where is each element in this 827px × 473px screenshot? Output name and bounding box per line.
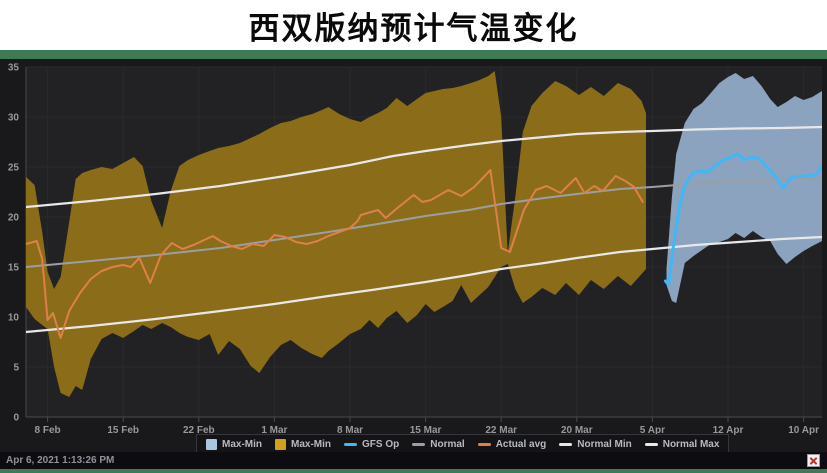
- x-tick-label: 22 Feb: [183, 425, 215, 436]
- legend-swatch-icon: [412, 442, 426, 446]
- timestamp: Apr 6, 2021 1:13:26 PM: [6, 455, 115, 466]
- y-tick-label: 15: [8, 263, 20, 274]
- y-tick-label: 0: [13, 413, 19, 424]
- chart-area: 0 5 10 15 20 25 30 35 8 Feb 15 Feb 22 Feb 1 Mar 8 Ma…: [0, 59, 827, 473]
- legend-swatch-icon: [206, 438, 217, 450]
- legend-item-max-min[interactable]: Max-Min: [206, 438, 262, 450]
- legend-swatch-icon: [644, 442, 658, 446]
- x-tick-label: 8 Mar: [337, 425, 363, 436]
- title-bar: 西双版纳预计气温变化: [0, 0, 827, 50]
- x-tick-label: 10 Apr: [788, 425, 819, 436]
- legend-label: Normal: [430, 438, 465, 450]
- page-title: 西双版纳预计气温变化: [248, 10, 579, 46]
- y-tick-label: 20: [8, 213, 20, 224]
- legend-label: GFS Op: [362, 438, 400, 450]
- legend-label: Normal Max: [662, 438, 720, 450]
- x-tick-label: 15 Feb: [107, 425, 139, 436]
- legend-item-max-min[interactable]: Max-Min: [275, 438, 331, 450]
- y-tick-label: 30: [8, 113, 20, 124]
- x-tick-label: 1 Mar: [261, 425, 287, 436]
- legend-swatch-icon: [477, 442, 491, 446]
- legend-item-actual-avg[interactable]: Actual avg: [477, 438, 547, 450]
- legend-label: Normal Min: [577, 438, 632, 450]
- x-tick-label: 12 Apr: [713, 425, 744, 436]
- line-actual-avg: [26, 169, 644, 339]
- y-tick-label: 5: [13, 363, 19, 374]
- legend-swatch-icon: [275, 438, 286, 450]
- line-gfs-op: [663, 152, 822, 287]
- x-tick-label: 5 Apr: [640, 425, 665, 436]
- x-tick-label: 15 Mar: [410, 425, 442, 436]
- line-normal-max: [26, 125, 822, 209]
- legend-swatch-icon: [559, 442, 573, 446]
- legend-item-normal-max[interactable]: Normal Max: [644, 438, 720, 450]
- x-tick-label: 20 Mar: [561, 425, 593, 436]
- broken-image-icon: [807, 454, 820, 467]
- legend-label: Max-Min: [291, 438, 331, 450]
- band-max-min-forecast-: [666, 73, 822, 303]
- line-normal-min: [26, 235, 822, 334]
- x-tick-label: 22 Mar: [485, 425, 517, 436]
- legend-item-gfs-op[interactable]: GFS Op: [344, 439, 399, 450]
- chart-legend: Max-Min Max-Min GFS Op Normal Actual avg Norm…: [196, 434, 730, 454]
- legend-item-normal[interactable]: Normal: [412, 438, 465, 450]
- y-tick-label: 25: [8, 163, 20, 174]
- legend-label: Actual avg: [495, 438, 547, 450]
- legend-label: Max-Min: [222, 438, 262, 450]
- legend-swatch-icon: [344, 442, 357, 446]
- x-tick-label: 8 Feb: [35, 425, 61, 436]
- line-normal: [26, 177, 822, 268]
- top-divider: [0, 50, 827, 59]
- y-tick-label: 10: [8, 313, 20, 324]
- status-bar: Apr 6, 2021 1:13:26 PM: [0, 452, 827, 469]
- y-tick-label: 35: [8, 63, 20, 74]
- bottom-divider: [0, 469, 827, 473]
- legend-item-normal-min[interactable]: Normal Min: [559, 438, 632, 450]
- temperature-chart[interactable]: 0 5 10 15 20 25 30 35 8 Feb 15 Feb 22 Feb 1 Mar 8 Ma…: [0, 59, 827, 439]
